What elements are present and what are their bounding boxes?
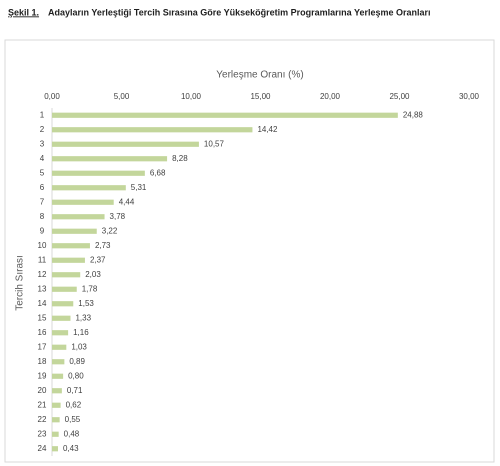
y-tick-label: 5 (40, 168, 45, 177)
bar (52, 214, 105, 220)
bar (52, 127, 253, 133)
value-label: 3,78 (110, 212, 126, 221)
y-tick-label: 4 (40, 154, 45, 163)
x-tick-label: 5,00 (114, 92, 130, 101)
figure-label: Şekil 1. (8, 7, 39, 17)
x-tick-label: 25,00 (389, 92, 410, 101)
bar (52, 286, 77, 292)
bar (52, 330, 69, 336)
bar (52, 373, 64, 379)
y-tick-label: 2 (40, 125, 45, 134)
x-tick-label: 30,00 (459, 92, 480, 101)
x-tick-label: 0,00 (44, 92, 60, 101)
bar (52, 243, 90, 249)
y-tick-label: 1 (40, 110, 45, 119)
value-label: 2,73 (95, 241, 111, 250)
value-label: 2,37 (90, 255, 106, 264)
y-tick-label: 6 (40, 183, 45, 192)
y-tick-label: 24 (38, 444, 47, 453)
y-axis-title: Tercih Sırası (15, 255, 26, 311)
value-label: 5,31 (131, 183, 147, 192)
chart-title: Adayların Yerleştiği Tercih Sırasına Gör… (48, 7, 431, 17)
bar (52, 359, 65, 365)
x-tick-label: 20,00 (320, 92, 341, 101)
y-tick-label: 17 (38, 342, 47, 351)
y-tick-label: 15 (38, 313, 47, 322)
value-label: 1,03 (71, 342, 87, 351)
value-label: 2,03 (85, 270, 101, 279)
value-label: 1,16 (73, 328, 89, 337)
bar (52, 272, 81, 278)
bar (52, 446, 58, 452)
x-axis-title: Yerleşme Oranı (%) (216, 70, 303, 81)
y-tick-label: 13 (38, 284, 47, 293)
bar (52, 257, 85, 263)
y-tick-label: 7 (40, 197, 45, 206)
value-label: 0,62 (66, 400, 82, 409)
bar (52, 112, 398, 118)
y-tick-label: 21 (38, 400, 47, 409)
y-tick-label: 20 (38, 386, 47, 395)
y-tick-label: 16 (38, 328, 47, 337)
x-tick-label: 10,00 (181, 92, 202, 101)
y-tick-label: 23 (38, 429, 47, 438)
bar (52, 141, 199, 147)
value-label: 0,80 (68, 371, 84, 380)
bar (52, 315, 71, 321)
value-label: 1,33 (75, 313, 91, 322)
x-tick-label: 15,00 (250, 92, 271, 101)
value-label: 3,22 (102, 226, 118, 235)
value-label: 4,44 (119, 197, 135, 206)
y-tick-label: 3 (40, 139, 45, 148)
value-label: 10,57 (204, 139, 225, 148)
bar (52, 156, 168, 162)
chart-frame (4, 39, 495, 463)
value-label: 8,28 (172, 154, 188, 163)
value-label: 0,71 (67, 386, 83, 395)
y-tick-label: 8 (40, 212, 45, 221)
bar (52, 185, 126, 191)
bar (52, 402, 61, 408)
y-tick-label: 14 (38, 299, 47, 308)
value-label: 0,48 (64, 429, 80, 438)
value-label: 0,55 (65, 415, 81, 424)
value-label: 24,88 (403, 110, 424, 119)
value-label: 0,89 (69, 357, 85, 366)
value-label: 6,68 (150, 168, 166, 177)
y-tick-label: 12 (38, 270, 47, 279)
y-tick-label: 22 (38, 415, 47, 424)
value-label: 1,78 (82, 284, 98, 293)
bar (52, 301, 74, 307)
y-tick-label: 10 (38, 241, 47, 250)
y-tick-label: 19 (38, 371, 47, 380)
bar (52, 170, 145, 176)
value-label: 14,42 (257, 125, 278, 134)
bar (52, 199, 114, 205)
bar (52, 388, 62, 394)
value-label: 1,53 (78, 299, 94, 308)
bar (52, 228, 97, 234)
y-tick-label: 18 (38, 357, 47, 366)
bar (52, 417, 60, 423)
bar (52, 344, 67, 350)
y-tick-label: 11 (38, 255, 47, 264)
y-tick-label: 9 (40, 226, 45, 235)
bar (52, 431, 59, 437)
value-label: 0,43 (63, 444, 79, 453)
